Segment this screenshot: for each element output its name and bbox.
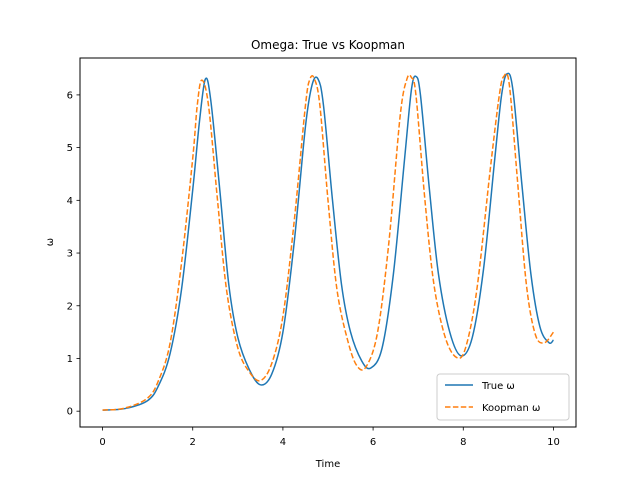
x-tick-label: 6 [370, 437, 376, 448]
y-tick-label: 5 [67, 143, 73, 154]
y-tick-label: 0 [67, 407, 73, 418]
legend-label-koopman: Koopman ω [482, 403, 540, 414]
y-tick-label: 2 [67, 301, 73, 312]
legend-label-true: True ω [481, 381, 515, 392]
y-tick-label: 4 [67, 196, 73, 207]
x-axis: 0 2 4 6 8 10 [99, 427, 560, 448]
y-tick-label: 3 [67, 249, 73, 260]
x-tick-label: 8 [460, 437, 466, 448]
x-axis-label: Time [315, 459, 340, 470]
x-tick-label: 10 [547, 437, 560, 448]
series-line-true [102, 72, 554, 411]
chart-title: Omega: True vs Koopman [251, 38, 405, 52]
x-tick-label: 4 [280, 437, 286, 448]
y-tick-label: 1 [67, 354, 73, 365]
legend: True ω Koopman ω [436, 373, 570, 421]
series-line-koopman [102, 72, 555, 411]
y-axis: 0 1 2 3 4 5 6 [67, 90, 80, 418]
x-tick-label: 2 [190, 437, 196, 448]
series-layer [102, 72, 555, 411]
y-axis-label: ω [45, 238, 56, 246]
plot-frame [79, 57, 577, 428]
y-tick-label: 6 [67, 90, 73, 101]
x-tick-label: 0 [99, 437, 105, 448]
